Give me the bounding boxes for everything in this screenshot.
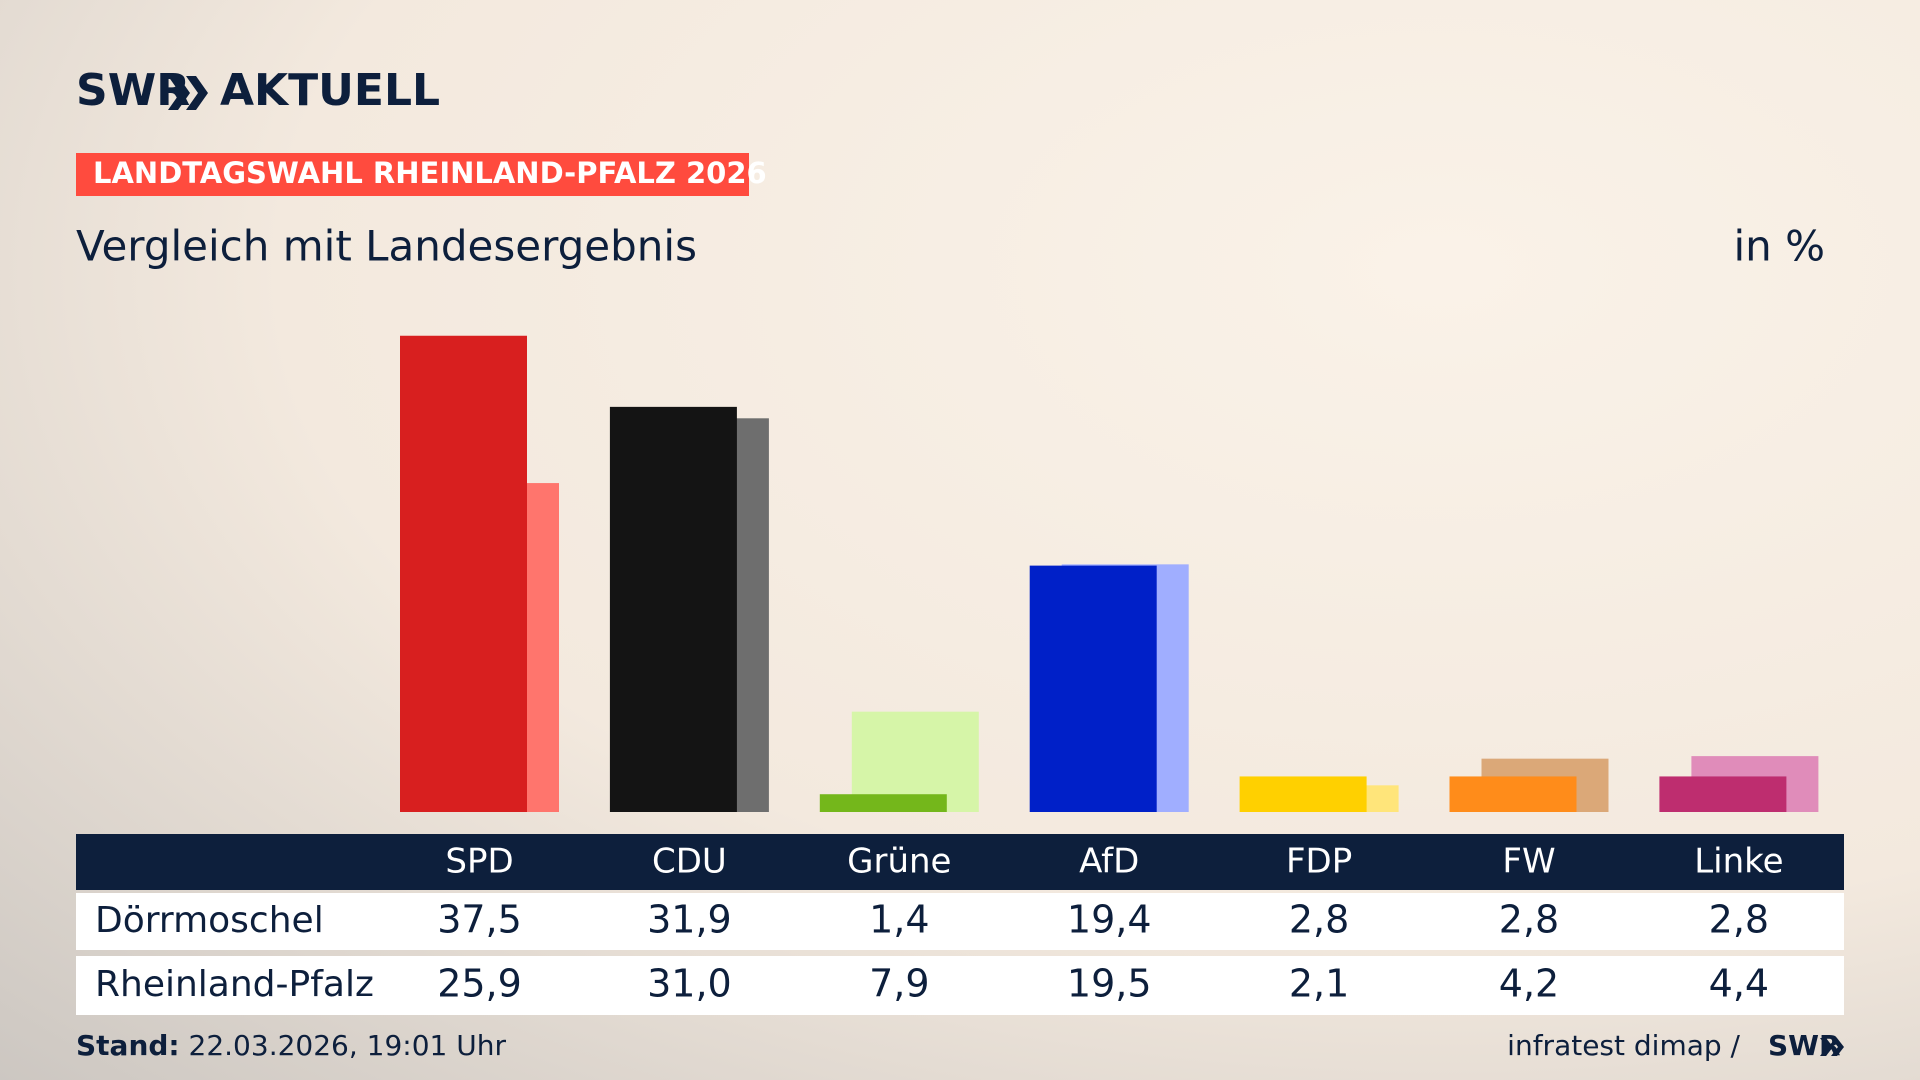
- value-label: 19,5: [1067, 962, 1152, 1006]
- bar: [609, 406, 737, 812]
- category-label: Grüne: [847, 842, 951, 882]
- row-label: Dörrmoschel: [95, 900, 324, 941]
- category-label: SPD: [445, 842, 513, 882]
- value-label: 2,8: [1499, 898, 1559, 942]
- value-label: 4,4: [1709, 962, 1769, 1006]
- value-label: 7,9: [869, 962, 929, 1006]
- table-row: [76, 956, 1844, 1015]
- row-label: Rheinland-Pfalz: [95, 964, 374, 1005]
- value-label: 1,4: [869, 898, 929, 942]
- category-label: CDU: [652, 842, 727, 882]
- source: infratest dimap /: [1507, 1029, 1740, 1062]
- category-label: FDP: [1286, 842, 1352, 882]
- value-label: 25,9: [437, 962, 522, 1006]
- brand: AKTUELL: [220, 65, 440, 116]
- value-label: 2,1: [1289, 962, 1349, 1006]
- banner: LANDTAGSWAHL RHEINLAND-PFALZ 2026: [93, 156, 767, 190]
- banner-bg: [76, 153, 749, 196]
- unit: in %: [1733, 222, 1825, 271]
- bar: [819, 794, 947, 812]
- chart-title: Vergleich mit Landesergebnis: [76, 222, 697, 271]
- table-header: [76, 834, 1844, 890]
- stand-date: 22.03.2026, 19:01 Uhr: [189, 1029, 507, 1062]
- footer-stand: Stand: 22.03.2026, 19:01 Uhr: [76, 1029, 506, 1062]
- value-label: 31,0: [647, 962, 732, 1006]
- category-label: Linke: [1694, 842, 1783, 882]
- table-row: [76, 893, 1844, 950]
- stand-label: Stand:: [76, 1029, 180, 1062]
- value-label: 4,2: [1499, 962, 1559, 1006]
- value-label: 37,5: [437, 898, 522, 942]
- category-label: FW: [1502, 842, 1555, 882]
- value-label: 2,8: [1289, 898, 1349, 942]
- value-label: 31,9: [647, 898, 732, 942]
- bar: [1239, 776, 1367, 812]
- value-label: 19,4: [1067, 898, 1152, 942]
- footer-chevrons: [1820, 1038, 1844, 1056]
- bar: [1659, 776, 1787, 812]
- bar: [1029, 565, 1157, 812]
- value-label: 2,8: [1709, 898, 1769, 942]
- logo-chevrons: [168, 76, 208, 110]
- category-label: AfD: [1079, 842, 1139, 882]
- bar: [400, 335, 527, 812]
- bar: [1449, 776, 1577, 812]
